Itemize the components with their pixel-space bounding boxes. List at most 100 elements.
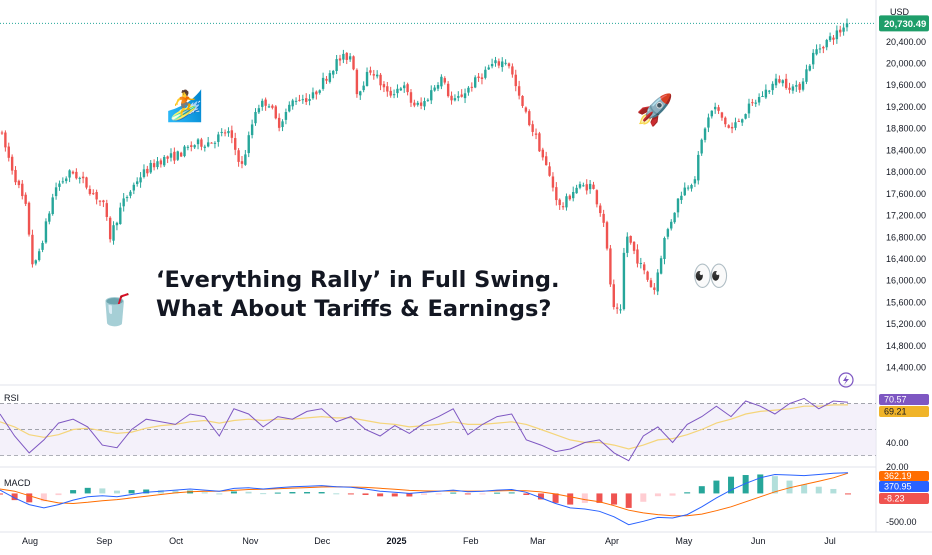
macd-histogram-bar-27 bbox=[391, 493, 398, 497]
candle-body-66 bbox=[223, 132, 227, 134]
candle-body-76 bbox=[257, 108, 261, 113]
candle-body-95 bbox=[321, 77, 325, 89]
price-axis-tick-14: 20,000.00 bbox=[886, 59, 926, 69]
candle-body-119 bbox=[403, 85, 406, 89]
candle-body-161 bbox=[544, 156, 548, 166]
candle-body-237 bbox=[801, 81, 805, 90]
flash-icon-bolt bbox=[843, 375, 849, 385]
candle-body-139 bbox=[470, 86, 474, 88]
candle-body-109 bbox=[369, 70, 372, 73]
candle-body-86 bbox=[291, 100, 294, 107]
candle-body-153 bbox=[517, 86, 521, 96]
candle-body-8 bbox=[27, 202, 31, 235]
candle-body-228 bbox=[771, 83, 774, 91]
candle-body-42 bbox=[142, 169, 146, 177]
candle-body-203 bbox=[686, 187, 690, 189]
price-axis-tick-3: 15,600.00 bbox=[886, 297, 926, 307]
candle-body-107 bbox=[362, 85, 365, 91]
candle-body-117 bbox=[396, 88, 399, 94]
surfer-emoji-icon: 🏄 bbox=[166, 89, 204, 124]
candle-body-43 bbox=[146, 168, 149, 174]
macd-histogram-badge bbox=[879, 493, 929, 504]
candle-body-246 bbox=[832, 37, 835, 40]
candle-body-179 bbox=[605, 222, 609, 249]
candle-body-77 bbox=[261, 100, 264, 107]
candle-body-190 bbox=[643, 264, 646, 271]
glass-emoji-icon: 🥤 bbox=[96, 293, 134, 328]
candle-body-212 bbox=[717, 107, 720, 111]
candle-body-106 bbox=[359, 91, 362, 96]
price-axis-tick-15: 20,400.00 bbox=[886, 37, 926, 47]
candle-body-50 bbox=[169, 153, 173, 158]
candle-body-235 bbox=[795, 85, 798, 87]
candle-body-38 bbox=[129, 191, 132, 196]
candle-body-68 bbox=[230, 130, 234, 138]
candle-body-130 bbox=[440, 76, 443, 87]
candle-body-17 bbox=[58, 183, 61, 187]
candle-body-25 bbox=[85, 177, 88, 188]
macd-histogram-bar-0 bbox=[0, 493, 3, 495]
rsi-ma-value: 69.21 bbox=[884, 407, 907, 417]
candle-body-199 bbox=[673, 212, 676, 223]
candle-body-33 bbox=[112, 225, 115, 241]
candle-body-53 bbox=[179, 152, 183, 157]
candle-body-35 bbox=[119, 207, 122, 225]
candle-body-23 bbox=[78, 177, 81, 179]
candle-body-222 bbox=[751, 102, 754, 104]
candle-body-102 bbox=[345, 52, 348, 60]
macd-histogram-bar-37 bbox=[537, 493, 544, 500]
candle-body-231 bbox=[781, 80, 784, 84]
candle-body-186 bbox=[629, 235, 632, 243]
price-axis-tick-13: 19,600.00 bbox=[886, 80, 926, 90]
candle-body-110 bbox=[372, 74, 375, 76]
macd-histogram-value: -8.23 bbox=[884, 494, 905, 504]
candle-body-173 bbox=[585, 184, 588, 191]
candle-body-64 bbox=[217, 134, 220, 142]
time-axis-label-4: Dec bbox=[314, 536, 331, 546]
candle-body-56 bbox=[190, 145, 193, 147]
candle-body-45 bbox=[152, 163, 156, 168]
macd-histogram-bar-16 bbox=[230, 491, 237, 494]
candle-body-120 bbox=[406, 84, 409, 93]
candle-body-166 bbox=[561, 206, 565, 208]
candle-body-164 bbox=[555, 187, 558, 201]
candle-body-99 bbox=[335, 59, 338, 72]
candle-body-189 bbox=[639, 262, 643, 264]
candle-body-184 bbox=[622, 252, 626, 310]
candle-body-5 bbox=[17, 180, 21, 186]
candle-body-240 bbox=[812, 52, 815, 65]
rsi-value: 70.57 bbox=[884, 395, 907, 405]
macd-histogram-bar-6 bbox=[84, 487, 91, 494]
candle-body-226 bbox=[764, 89, 768, 98]
candle-body-214 bbox=[724, 117, 727, 125]
candle-body-176 bbox=[595, 190, 599, 205]
macd-line bbox=[0, 472, 849, 526]
candle-body-81 bbox=[274, 106, 277, 119]
candle-body-132 bbox=[446, 83, 450, 97]
candle-body-96 bbox=[325, 78, 328, 81]
macd-histogram-bar-49 bbox=[713, 480, 720, 494]
macd-histogram-bar-58 bbox=[845, 493, 851, 495]
macd-histogram-bar-17 bbox=[245, 491, 252, 494]
candle-body-29 bbox=[98, 200, 102, 202]
candle-body-113 bbox=[382, 84, 386, 88]
candle-body-9 bbox=[31, 234, 34, 265]
candle-body-124 bbox=[419, 102, 423, 106]
candle-body-131 bbox=[443, 78, 446, 83]
time-axis-label-11: Jul bbox=[824, 536, 836, 546]
candle-body-196 bbox=[663, 238, 666, 259]
candle-body-11 bbox=[37, 251, 41, 261]
macd-histogram-bar-32 bbox=[464, 493, 471, 495]
candle-body-160 bbox=[541, 149, 544, 158]
candle-body-31 bbox=[105, 203, 108, 218]
macd-histogram-bar-21 bbox=[304, 492, 311, 494]
rsi-title: RSI bbox=[4, 393, 19, 403]
candle-body-16 bbox=[54, 187, 58, 197]
last-price-badge bbox=[879, 15, 929, 32]
candle-body-14 bbox=[48, 213, 51, 222]
macd-histogram-bar-54 bbox=[786, 480, 793, 494]
candle-body-180 bbox=[609, 248, 612, 285]
candle-body-146 bbox=[494, 60, 497, 64]
